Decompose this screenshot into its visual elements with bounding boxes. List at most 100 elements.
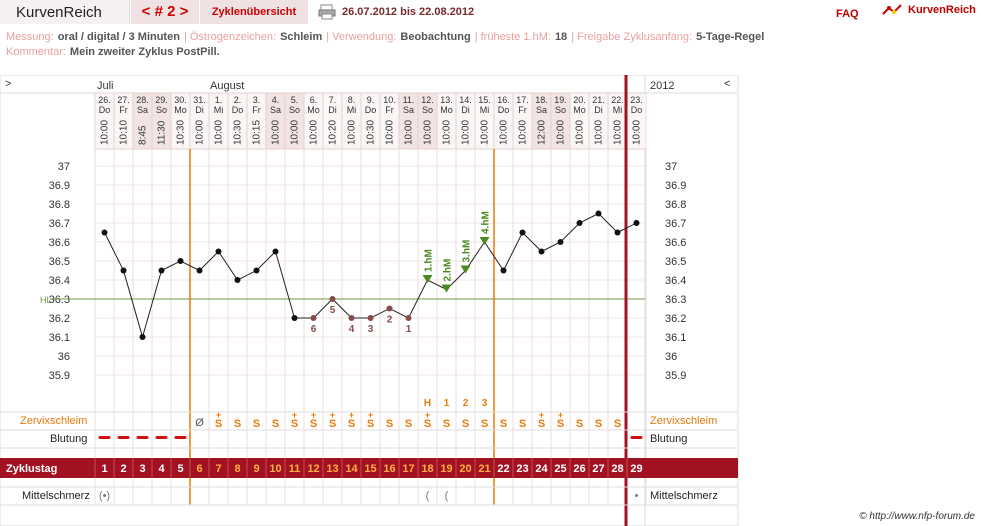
- y-tick-right: 36.6: [665, 237, 686, 249]
- row-label-zervix-right: Zervixschleim: [650, 415, 717, 427]
- evaluation-mark: 3: [482, 398, 488, 409]
- mucus-mark: S: [367, 418, 374, 430]
- cycle-day-number: 13: [326, 463, 338, 475]
- day-weekday: Di: [461, 105, 470, 115]
- pain-mark: (•): [99, 490, 110, 502]
- month-label: Juli: [97, 80, 114, 92]
- day-weekday: So: [289, 105, 300, 115]
- cycle-day-number: 2: [120, 463, 126, 475]
- day-time: 12:00: [537, 120, 548, 145]
- day-weekday: Mo: [174, 105, 187, 115]
- day-time: 10:00: [594, 120, 605, 145]
- day-date: 27.: [117, 95, 130, 105]
- day-weekday: Mo: [573, 105, 586, 115]
- nav-right-button[interactable]: <: [724, 78, 730, 90]
- day-weekday: Sa: [536, 105, 547, 115]
- kommentar-value: Mein zweiter Zyklus PostPill.: [69, 46, 220, 58]
- day-weekday: So: [422, 105, 433, 115]
- printer-icon[interactable]: [318, 4, 336, 20]
- day-date: 4.: [272, 95, 280, 105]
- temp-point: [633, 220, 640, 226]
- mucus-mark: S: [443, 418, 450, 430]
- day-weekday: Fr: [518, 105, 527, 115]
- day-weekday: Do: [232, 105, 244, 115]
- cycle-nav[interactable]: < # 2 >: [131, 0, 199, 24]
- day-time: 10:00: [309, 120, 320, 145]
- temp-point: [310, 315, 317, 321]
- y-tick-right: 35.9: [665, 370, 686, 382]
- day-time: 10:00: [404, 120, 415, 145]
- kommentar-label: Kommentar:: [6, 46, 66, 58]
- pain-mark: (: [445, 490, 449, 502]
- cycle-day-number: 25: [554, 463, 566, 475]
- logo[interactable]: KurvenReich: [880, 2, 976, 23]
- day-weekday: So: [555, 105, 566, 115]
- cycle-day-number: 17: [402, 463, 414, 475]
- cycle-day-number: 5: [177, 463, 183, 475]
- cycle-day-number: 24: [535, 463, 548, 475]
- evaluation-mark: 2: [463, 398, 469, 409]
- day-weekday: Mi: [613, 105, 623, 115]
- mucus-mark: S: [614, 418, 621, 430]
- mucus-mark: S: [595, 418, 602, 430]
- app-title-box: KurvenReich: [0, 0, 130, 24]
- temp-point: [291, 315, 298, 321]
- cycle-day-number: 10: [269, 463, 281, 475]
- temp-point: [120, 267, 127, 274]
- hm-label: 2.hM: [443, 259, 454, 282]
- hm-marker: [460, 265, 471, 274]
- y-tick-left: 36.7: [49, 218, 70, 230]
- mucus-mark: S: [405, 418, 412, 430]
- day-date: 23.: [630, 95, 643, 105]
- mucus-plus: +: [292, 410, 297, 420]
- y-tick-left: 36.4: [49, 275, 70, 287]
- day-date: 15.: [478, 95, 491, 105]
- pain-mark: •: [635, 490, 639, 502]
- day-weekday: Di: [594, 105, 603, 115]
- faq-link[interactable]: FAQ: [836, 8, 859, 20]
- mucus-mark: S: [310, 418, 317, 430]
- cycle-day-number: 11: [289, 463, 301, 475]
- logo-text: KurvenReich: [908, 4, 976, 16]
- copyright: © http://www.nfp-forum.de: [859, 511, 975, 522]
- day-time: 10:00: [100, 120, 111, 145]
- temp-point: [386, 305, 393, 312]
- mucus-mark: S: [253, 418, 260, 430]
- chart-frame: [0, 75, 738, 526]
- mucus-none: Ø: [195, 417, 204, 429]
- day-date: 29.: [155, 95, 168, 105]
- cycle-day-number: 1: [101, 463, 107, 475]
- mucus-mark: S: [272, 418, 279, 430]
- mucus-mark: S: [557, 418, 564, 430]
- mucus-mark: S: [386, 418, 393, 430]
- nav-left-button[interactable]: >: [5, 78, 11, 90]
- y-tick-right: 36.8: [665, 199, 686, 211]
- mucus-mark: S: [500, 418, 507, 430]
- y-tick-right: 36.5: [665, 256, 686, 268]
- mucus-mark: S: [291, 418, 298, 430]
- mucus-mark: S: [519, 418, 526, 430]
- temp-point: [614, 229, 621, 236]
- day-time: 10:00: [385, 120, 396, 145]
- mucus-plus: +: [368, 410, 373, 420]
- day-date: 14.: [459, 95, 472, 105]
- day-time: 10:00: [556, 120, 567, 145]
- mucus-plus: +: [216, 410, 221, 420]
- day-weekday: Mo: [307, 105, 320, 115]
- temp-point: [158, 267, 165, 274]
- y-tick-right: 36.2: [665, 313, 686, 325]
- hm-label: 1.hM: [424, 249, 435, 272]
- date-range: 26.07.2012 bis 22.08.2012: [342, 6, 475, 18]
- day-date: 10.: [383, 95, 396, 105]
- day-time: 10:00: [632, 120, 643, 145]
- app-title: KurvenReich: [16, 4, 102, 21]
- cycle-day-number: 21: [478, 463, 490, 475]
- day-date: 17.: [516, 95, 529, 105]
- cycle-day-number: 16: [383, 463, 395, 475]
- mucus-mark: S: [348, 418, 355, 430]
- day-time: 10:30: [176, 120, 187, 145]
- low-number: 3: [368, 324, 374, 335]
- day-date: 28.: [136, 95, 149, 105]
- tab-zyklenuebersicht[interactable]: Zyklenübersicht: [200, 0, 308, 24]
- hm-marker: [422, 275, 433, 283]
